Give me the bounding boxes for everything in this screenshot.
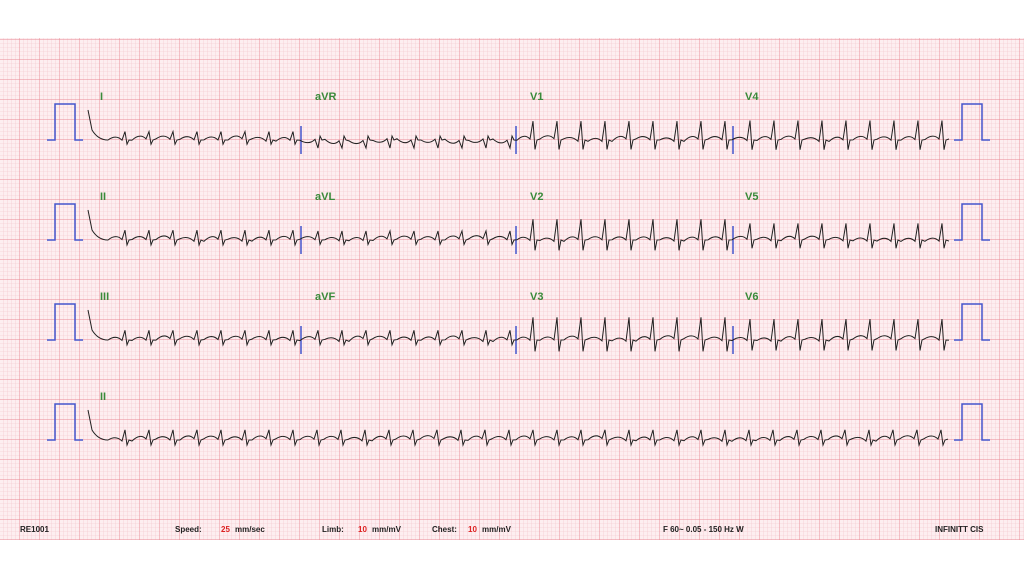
ecg-trace [87,409,949,448]
ecg-trace [87,209,950,251]
lead-label: V2 [530,191,543,203]
lead-label: I [100,91,103,103]
chest-unit: mm/mV [482,525,512,534]
speed-unit: mm/sec [235,525,265,534]
lead-label: V1 [530,91,543,103]
limb-label: Limb: [322,525,344,534]
chest-value: 10 [468,525,477,534]
ecg-trace [87,109,950,150]
lead-label: aVR [315,91,336,103]
calibration-pulse [954,303,990,341]
ecg-trace [87,309,950,352]
lead-label: V3 [530,291,543,303]
limb-unit: mm/mV [372,525,402,534]
filter: F 60~ 0.05 - 150 Hz W [663,525,744,534]
lead-label: II [100,391,106,403]
lead-label: V4 [745,91,759,103]
speed-label: Speed: [175,525,202,534]
limb-value: 10 [358,525,367,534]
calibration-pulse [47,103,83,141]
lead-label: V5 [745,191,758,203]
record-id: RE1001 [20,525,49,534]
lead-label: V6 [745,291,758,303]
device: INFINITT CIS [935,525,984,534]
calibration-pulse [47,303,83,341]
calibration-pulse [954,103,990,141]
grid [0,38,1024,540]
speed-value: 25 [221,525,230,534]
lead-label: aVF [315,291,335,303]
lead-label: II [100,191,106,203]
calibration-pulse [954,403,990,441]
chest-label: Chest: [432,525,457,534]
footer: RE1001 Speed: 25 mm/sec Limb: 10 mm/mV C… [20,525,984,534]
lead-label: III [100,291,109,303]
calibration-pulse [47,403,83,441]
lead-label: aVL [315,191,335,203]
calibration-pulse [954,203,990,241]
calibration-pulse [47,203,83,241]
